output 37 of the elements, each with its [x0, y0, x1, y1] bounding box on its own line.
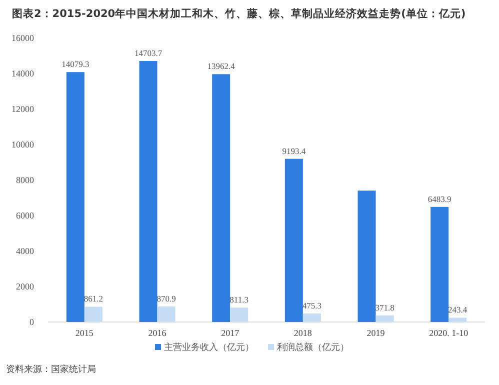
x-tick-label: 2015 — [75, 328, 94, 338]
bar — [139, 61, 158, 322]
x-tick-label: 2017 — [221, 328, 240, 338]
x-tick-label: 2019 — [366, 328, 386, 338]
bar — [376, 315, 394, 322]
data-label: 811.3 — [230, 294, 248, 305]
x-tick-label: 2016 — [148, 328, 167, 338]
bar — [448, 318, 467, 322]
y-tick-label: 6000 — [16, 210, 34, 220]
y-tick-label: 4000 — [16, 246, 34, 256]
bar — [358, 190, 376, 322]
y-tick-label: 10000 — [12, 140, 34, 150]
data-label: 13962.4 — [207, 61, 236, 72]
bar — [284, 158, 303, 322]
bar — [66, 72, 84, 322]
data-label: 9193.4 — [282, 146, 306, 156]
bar — [430, 206, 449, 322]
chart-title: 图表2：2015-2020年中国木材加工和木、竹、藤、棕、草制品业经济效益走势(单位：亿元) — [12, 7, 466, 20]
y-tick-label: 14000 — [12, 68, 34, 78]
text: 资料来源：国家统计局 — [6, 364, 96, 375]
y-tick-label: 16000 — [12, 33, 34, 43]
bar — [230, 308, 248, 322]
y-tick-label: 8000 — [16, 175, 34, 185]
bar — [302, 314, 321, 322]
bar — [212, 74, 230, 322]
y-tick-label: 2000 — [16, 282, 34, 292]
x-tick-label: 2020. 1-10 — [429, 328, 469, 338]
bar — [84, 306, 102, 322]
x-tick-label: 2018 — [294, 328, 312, 338]
legend-label: 主营业务收入（亿元） — [164, 342, 254, 353]
bar — [157, 306, 176, 322]
data-label: 14703.7 — [134, 48, 162, 58]
data-label: 6483.9 — [428, 194, 452, 204]
data-label: 14079.3 — [62, 59, 90, 70]
y-tick-label: 0 — [30, 317, 34, 327]
legend-label: 利润总额（亿元） — [277, 342, 349, 353]
y-tick-label: 12000 — [12, 104, 34, 114]
